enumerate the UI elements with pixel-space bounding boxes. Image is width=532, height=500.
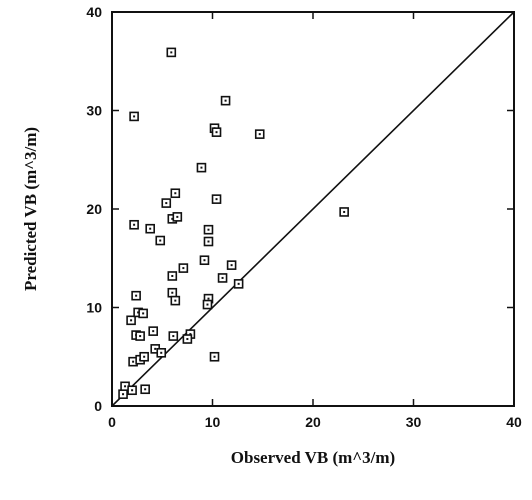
point-center bbox=[154, 347, 157, 350]
point-center bbox=[170, 51, 173, 54]
data-point bbox=[131, 290, 141, 301]
data-point bbox=[135, 331, 145, 341]
point-center bbox=[139, 335, 142, 338]
point-center bbox=[143, 355, 146, 358]
data-point bbox=[155, 235, 166, 246]
data-point bbox=[138, 308, 148, 319]
data-point bbox=[166, 47, 177, 58]
x-tick-label: 30 bbox=[406, 414, 422, 430]
y-tick-label: 20 bbox=[86, 201, 102, 217]
data-point bbox=[139, 351, 149, 362]
data-point bbox=[129, 111, 139, 122]
data-point bbox=[233, 279, 244, 289]
point-center bbox=[207, 228, 210, 231]
point-center bbox=[258, 133, 261, 136]
y-tick-label: 30 bbox=[86, 103, 102, 119]
point-center bbox=[133, 223, 136, 226]
y-tick-label: 0 bbox=[94, 398, 102, 414]
point-center bbox=[124, 385, 127, 388]
point-center bbox=[159, 239, 162, 242]
x-tick-label: 40 bbox=[506, 414, 522, 430]
data-point bbox=[127, 385, 137, 396]
point-center bbox=[171, 217, 174, 220]
point-center bbox=[189, 333, 192, 336]
point-center bbox=[176, 215, 179, 218]
point-center bbox=[142, 312, 145, 315]
point-center bbox=[137, 311, 140, 314]
point-center bbox=[133, 115, 136, 118]
point-center bbox=[174, 299, 177, 302]
data-point bbox=[202, 299, 213, 310]
data-point bbox=[203, 236, 214, 247]
data-point bbox=[178, 263, 189, 273]
reference-line-y-equals-x bbox=[111, 11, 515, 407]
point-center bbox=[165, 202, 168, 205]
y-tick-label: 40 bbox=[86, 4, 102, 20]
point-center bbox=[135, 294, 138, 297]
data-point bbox=[217, 273, 228, 283]
data-point bbox=[211, 127, 222, 137]
point-center bbox=[213, 355, 216, 358]
data-point bbox=[220, 95, 231, 106]
data-point bbox=[129, 219, 139, 230]
point-center bbox=[144, 388, 147, 391]
y-tick-label: 10 bbox=[86, 300, 102, 316]
data-point bbox=[168, 331, 179, 341]
data-point bbox=[203, 224, 214, 235]
point-center bbox=[221, 276, 224, 279]
point-center bbox=[172, 335, 175, 338]
point-center bbox=[149, 227, 152, 230]
point-center bbox=[152, 330, 155, 333]
point-center bbox=[207, 297, 210, 300]
point-center bbox=[237, 282, 240, 285]
data-point bbox=[148, 326, 159, 336]
data-point bbox=[226, 260, 237, 270]
data-point bbox=[145, 223, 155, 234]
data-point bbox=[167, 287, 178, 298]
data-point bbox=[161, 198, 172, 208]
data-point bbox=[182, 334, 193, 344]
point-center bbox=[171, 291, 174, 294]
y-axis-title: Predicted VB (m^3/m) bbox=[21, 127, 40, 291]
data-point bbox=[199, 255, 210, 266]
data-points bbox=[118, 47, 349, 399]
data-point bbox=[126, 315, 136, 326]
data-point bbox=[254, 129, 265, 139]
point-center bbox=[207, 240, 210, 243]
data-point bbox=[211, 194, 222, 204]
data-point bbox=[170, 188, 181, 199]
point-center bbox=[343, 210, 346, 213]
point-center bbox=[224, 99, 227, 102]
data-point bbox=[156, 348, 167, 358]
point-center bbox=[186, 338, 189, 341]
point-center bbox=[171, 274, 174, 277]
x-axis-title: Observed VB (m^3/m) bbox=[231, 448, 395, 467]
point-center bbox=[122, 393, 125, 396]
data-point bbox=[167, 271, 178, 281]
point-center bbox=[130, 319, 133, 322]
point-center bbox=[160, 351, 163, 354]
point-center bbox=[215, 131, 218, 134]
data-point bbox=[339, 207, 349, 217]
x-tick-label: 10 bbox=[205, 414, 221, 430]
point-center bbox=[206, 303, 209, 306]
point-center bbox=[182, 267, 185, 270]
data-point bbox=[118, 389, 128, 399]
point-center bbox=[215, 198, 218, 201]
point-center bbox=[230, 264, 233, 267]
data-point bbox=[196, 162, 207, 173]
data-point bbox=[170, 295, 181, 306]
point-center bbox=[174, 192, 177, 195]
x-tick-label: 20 bbox=[305, 414, 321, 430]
data-point bbox=[140, 384, 150, 395]
data-point bbox=[172, 212, 183, 222]
point-center bbox=[200, 166, 203, 169]
data-point bbox=[209, 351, 220, 362]
x-tick-label: 0 bbox=[108, 414, 116, 430]
point-center bbox=[131, 389, 134, 392]
axes: 0 10 20 30 40 0 10 20 30 40 bbox=[86, 4, 522, 430]
point-center bbox=[203, 259, 206, 262]
point-center bbox=[132, 360, 135, 363]
